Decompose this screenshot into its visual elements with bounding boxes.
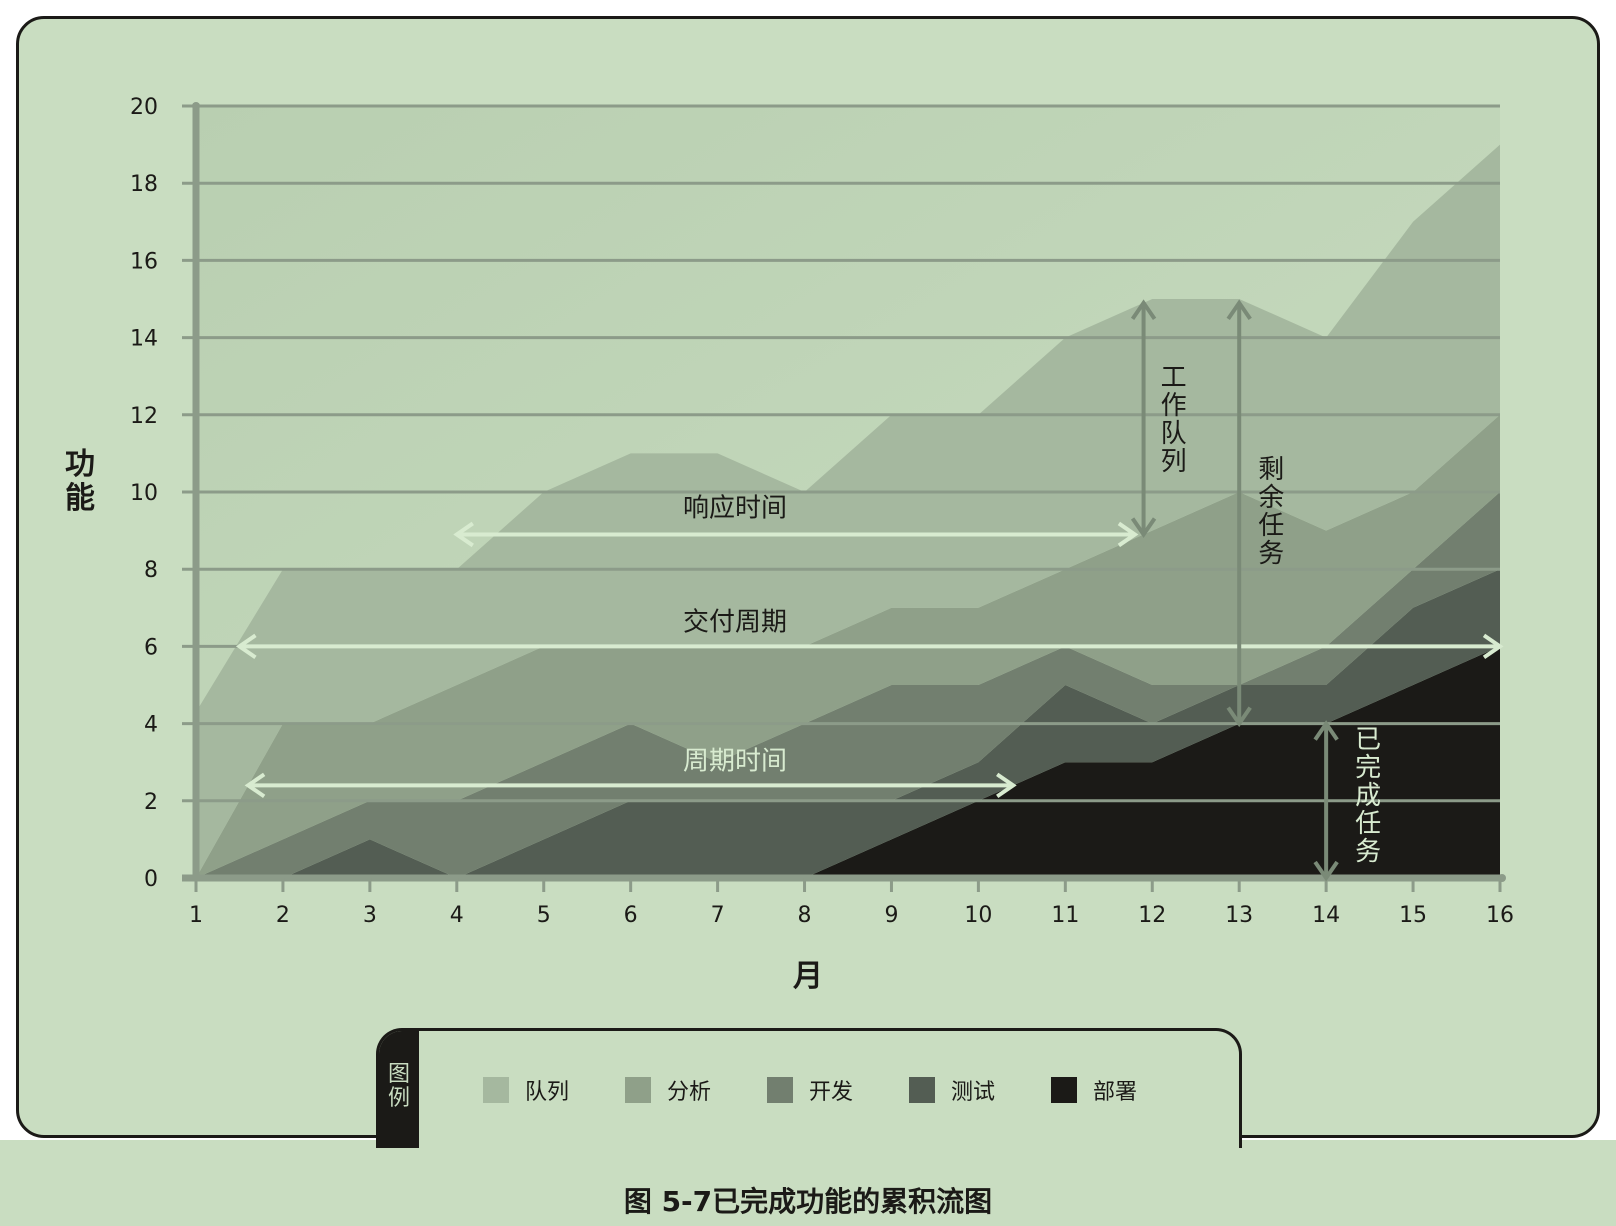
legend-item-queue: 队列 [483,1075,569,1105]
annotation-arrowhead [1130,517,1157,538]
annotation-label: 响应时间 [683,493,787,523]
x-tick-label: 12 [1138,903,1166,928]
legend-label: 分析 [667,1080,712,1105]
caption-band [0,1140,1616,1226]
annotation-arrowhead [996,772,1017,799]
area-series [196,492,1500,878]
y-tick-label: 16 [130,249,158,274]
legend-swatch [625,1077,651,1103]
y-tick-label: 12 [130,404,158,429]
annotation-label: 工作队列 [1161,363,1187,477]
legend: 图例 队列 分析 开发 测试 部署 [376,1028,1242,1148]
legend-item-analysis: 分析 [625,1075,711,1105]
y-tick-label: 4 [144,713,158,738]
legend-item-development: 开发 [767,1075,853,1105]
legend-item-testing: 测试 [909,1075,995,1105]
legend-title: 图例 [387,1062,410,1111]
x-tick-label: 4 [450,903,464,928]
annotation-arrowhead [1313,860,1339,882]
legend-label: 测试 [951,1080,996,1105]
annotation-lead-time [235,633,1504,660]
legend-label: 开发 [809,1080,854,1105]
x-axis-title: 月 [793,959,823,994]
annotation-arrowhead [1117,521,1139,548]
x-tick-label: 1 [189,903,203,928]
y-axis-title: 功能 [65,447,95,516]
annotation-arrowhead [1313,720,1339,741]
area-series [196,144,1500,879]
annotation-arrowhead [1226,299,1252,320]
y-tick-label: 10 [130,481,158,506]
x-tick-label: 3 [363,903,377,928]
x-tick-label: 9 [884,903,898,928]
annotation-work-queue [1130,299,1157,538]
annotation-arrowhead [235,633,257,660]
legend-label: 部署 [1093,1080,1138,1105]
legend-swatch [909,1077,935,1103]
y-tick-label: 18 [130,172,158,197]
annotation-label: 周期时间 [683,746,787,776]
legend-swatch [483,1077,509,1103]
x-tick-label: 10 [964,903,992,928]
legend-item-deployment: 部署 [1051,1075,1137,1105]
annotation-response-time [453,521,1139,548]
area-series [196,646,1500,878]
y-tick-label: 8 [144,558,158,583]
annotation-arrowhead [1482,633,1504,660]
annotation-arrowhead [1226,706,1252,728]
annotation-completed-tasks [1313,720,1339,882]
x-tick-label: 13 [1225,903,1253,928]
annotation-label: 已完成任务 [1355,725,1381,867]
figure-caption: 图 5-7已完成功能的累积流图 [623,1185,993,1218]
y-tick-label: 2 [144,790,158,815]
annotation-cycle-time [244,772,1017,799]
legend-tab: 图例 [379,1031,419,1148]
annotation-arrowhead [1130,299,1157,320]
legend-swatch [767,1077,793,1103]
y-axis-cap [192,102,200,110]
x-tick-label: 8 [798,903,812,928]
legend-swatch [1051,1077,1077,1103]
x-tick-label: 14 [1312,903,1340,928]
annotation-arrowhead [244,772,266,799]
x-tick-label: 5 [537,903,551,928]
legend-label: 队列 [525,1080,570,1105]
x-tick-label: 11 [1051,903,1079,928]
x-tick-label: 7 [711,903,725,928]
x-tick-label: 2 [276,903,290,928]
annotation-label: 剩余任务 [1258,455,1284,569]
x-tick-label: 15 [1399,903,1427,928]
y-tick-label: 6 [144,635,158,660]
x-tick-label: 16 [1486,903,1514,928]
annotation-arrowhead [453,521,474,548]
y-tick-label: 20 [130,95,158,120]
y-tick-label: 0 [144,867,158,892]
annotation-label: 交付周期 [683,607,787,637]
annotation-remaining-tasks [1226,299,1252,728]
y-tick-label: 14 [130,327,158,352]
x-tick-label: 6 [624,903,638,928]
